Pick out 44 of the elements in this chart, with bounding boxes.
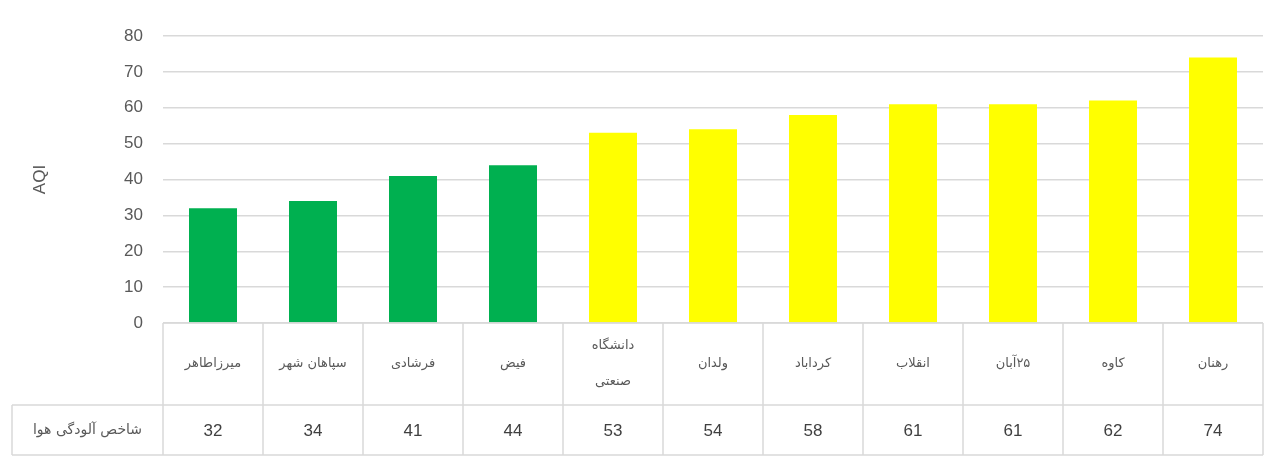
- data-label: 61: [903, 420, 923, 440]
- y-axis-title: AQI: [29, 164, 49, 195]
- data-label: 74: [1203, 420, 1223, 440]
- y-tick-label: 60: [124, 97, 143, 117]
- y-tick-label: 40: [124, 169, 143, 189]
- bar: [1089, 100, 1137, 323]
- x-tick-label: انقلاب: [896, 355, 930, 371]
- bar: [489, 165, 537, 323]
- y-tick-label: 50: [124, 133, 143, 153]
- data-label: 34: [303, 420, 323, 440]
- bar: [889, 104, 937, 323]
- bar: [1189, 57, 1237, 323]
- data-label: 53: [603, 420, 623, 440]
- data-label: 32: [203, 420, 223, 440]
- data-label: 44: [503, 420, 523, 440]
- data-label: 54: [703, 420, 723, 440]
- x-tick-label: کرداباد: [794, 355, 832, 372]
- x-tick-label: ۲۵آبان: [995, 354, 1031, 371]
- data-label: 41: [403, 420, 423, 440]
- y-tick-label: 80: [124, 25, 143, 45]
- y-tick-label: 70: [124, 61, 143, 81]
- bar: [289, 201, 337, 323]
- x-tick-label: فرشادی: [390, 355, 436, 372]
- text: شاخص آلودگی هوا: [32, 420, 143, 438]
- bar: [589, 132, 637, 323]
- y-tick-label: 30: [124, 205, 143, 225]
- bar: [689, 129, 737, 323]
- bar: [989, 104, 1037, 323]
- x-tick-label: رهنان: [1197, 355, 1229, 372]
- category-label: دانشگاه صنعتی: [591, 337, 635, 389]
- y-tick-label: 20: [124, 240, 143, 260]
- y-tick-label: 10: [124, 276, 143, 296]
- x-tick-label: ولدان: [697, 355, 729, 372]
- data-label: 62: [1103, 420, 1123, 440]
- x-tick-label: کاوه: [1101, 355, 1126, 372]
- bar: [189, 208, 237, 323]
- x-tick-label: میرزاطاهر: [183, 355, 242, 372]
- x-tick-label: فیض: [499, 355, 527, 372]
- bar: [389, 175, 437, 323]
- bar: [789, 114, 837, 323]
- y-tick-label: 0: [133, 312, 143, 332]
- data-label: 58: [803, 420, 823, 440]
- data-label: 61: [1003, 420, 1023, 440]
- x-tick-label: سپاهان شهر: [278, 355, 347, 372]
